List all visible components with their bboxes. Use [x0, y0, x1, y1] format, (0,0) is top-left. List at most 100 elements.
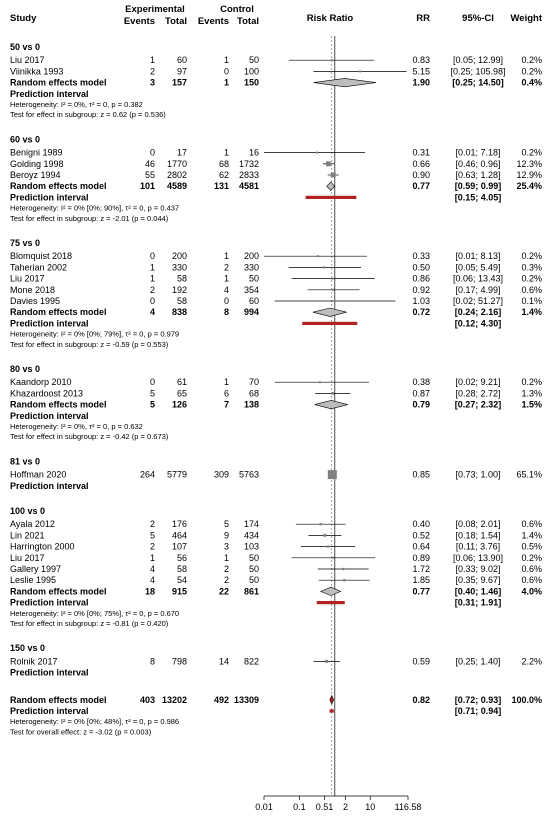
prediction-interval-ci: [0.15; 4.05] [455, 192, 502, 202]
subgroup-test-text: Test for effect in subgroup: z = -0.59 (… [10, 340, 169, 349]
study-rr: 0.87 [412, 388, 430, 398]
random-weight: 25.4% [516, 181, 542, 191]
study-point [341, 567, 345, 571]
study-label: Rolnik 2017 [10, 656, 58, 666]
study-weight: 1.4% [521, 530, 542, 540]
overall-total-exp: 13202 [162, 695, 187, 705]
study-total-ctrl: 5763 [239, 470, 259, 480]
random-events-ctrl: 131 [214, 181, 229, 191]
study-weight: 0.5% [521, 542, 542, 552]
study-rr: 1.03 [412, 296, 430, 306]
random-rr: 1.90 [412, 78, 430, 88]
study-total-exp: 798 [172, 656, 187, 666]
subgroup-test-text: Test for effect in subgroup: z = -2.01 (… [10, 214, 169, 223]
study-point [318, 381, 321, 384]
header-total-control: Total [237, 16, 259, 27]
study-total-ctrl: 103 [244, 542, 259, 552]
subgroup-title: 60 vs 0 [10, 134, 40, 144]
prediction-interval-label: Prediction interval [10, 411, 89, 421]
x-tick-label: 0.51 [316, 802, 334, 812]
study-ci: [0.35; 9.67] [455, 575, 500, 585]
study-events-exp: 0 [150, 148, 155, 158]
random-effects-diamond [313, 78, 376, 88]
study-events-exp: 1 [150, 262, 155, 272]
x-axis: 0.01 0.1 0.51 2 10 116.58 [255, 795, 421, 812]
study-rr: 0.89 [412, 553, 430, 563]
study-point [316, 255, 319, 258]
study-events-exp: 0 [150, 296, 155, 306]
study-ci: [0.25; 1.40] [455, 656, 500, 666]
random-effects-label: Random effects model [10, 400, 107, 410]
prediction-interval-bar [316, 601, 345, 605]
study-label: Golding 1998 [10, 159, 64, 169]
study-label: Viinikka 1993 [10, 66, 63, 76]
random-weight: 4.0% [521, 586, 542, 596]
study-events-exp: 55 [145, 170, 155, 180]
study-point [331, 277, 334, 280]
x-tick-label: 0.1 [293, 802, 306, 812]
overall-ci: [0.72; 0.93] [455, 695, 502, 705]
study-events-ctrl: 3 [224, 542, 229, 552]
study-total-exp: 2802 [167, 170, 187, 180]
study-rr: 0.40 [412, 519, 430, 529]
study-point [330, 172, 336, 178]
study-events-ctrl: 2 [224, 262, 229, 272]
x-tick-label: 0.01 [255, 802, 273, 812]
study-events-exp: 2 [150, 285, 155, 295]
overall-diamond [329, 694, 335, 705]
random-total-ctrl: 861 [244, 586, 259, 596]
study-point [325, 659, 329, 663]
header-events-experimental: Events [124, 16, 155, 27]
table-header: Study Experimental Control Events Total … [10, 4, 543, 27]
overall-prediction-bar [329, 709, 334, 713]
study-rr: 0.86 [412, 274, 430, 284]
study-total-exp: 5779 [167, 470, 187, 480]
subgroup-title: 75 vs 0 [10, 238, 40, 248]
study-label: Davies 1995 [10, 296, 60, 306]
study-rr: 0.33 [412, 251, 430, 261]
study-label: Leslie 1995 [10, 575, 56, 585]
study-weight: 0.2% [521, 251, 542, 261]
random-ci: [0.27; 2.32] [455, 400, 502, 410]
study-events-exp: 5 [150, 530, 155, 540]
study-weight: 0.2% [521, 66, 542, 76]
study-ci: [0.06; 13.43] [453, 274, 503, 284]
study-weight: 65.1% [516, 470, 542, 480]
prediction-interval-bar [305, 195, 357, 199]
study-ci: [0.02; 51.27] [453, 296, 503, 306]
study-point [332, 288, 335, 291]
prediction-interval-ci: [0.31; 1.91] [455, 598, 502, 608]
study-rr: 0.31 [412, 148, 430, 158]
study-events-ctrl: 68 [219, 159, 229, 169]
prediction-interval-label: Prediction interval [10, 668, 89, 678]
study-weight: 0.6% [521, 564, 542, 574]
prediction-interval-label: Prediction interval [10, 89, 89, 99]
subgroup-test-text: Test for effect in subgroup: z = -0.42 (… [10, 432, 169, 441]
study-weight: 0.2% [521, 553, 542, 563]
subgroup-title: 81 vs 0 [10, 456, 40, 466]
study-events-exp: 1 [150, 274, 155, 284]
study-label: Kaandorp 2010 [10, 377, 72, 387]
study-total-ctrl: 16 [249, 148, 259, 158]
study-total-ctrl: 1732 [239, 159, 259, 169]
study-events-exp: 2 [150, 66, 155, 76]
study-total-exp: 65 [177, 388, 187, 398]
study-events-exp: 2 [150, 542, 155, 552]
study-events-exp: 4 [150, 564, 155, 574]
overall-rr: 0.82 [412, 695, 430, 705]
study-events-exp: 264 [140, 470, 155, 480]
study-ci: [0.01; 7.18] [455, 148, 500, 158]
study-weight: 0.6% [521, 519, 542, 529]
study-rr: 0.66 [412, 159, 430, 169]
random-effects-diamond [314, 400, 348, 410]
study-point [319, 523, 322, 526]
study-events-ctrl: 9 [224, 530, 229, 540]
study-point [326, 545, 330, 548]
heterogeneity-text: Heterogeneity: I² = 0%, τ² = 0, p = 0.38… [10, 100, 143, 109]
study-label: Ayala 2012 [10, 519, 55, 529]
random-events-exp: 18 [145, 586, 155, 596]
study-point [323, 266, 326, 269]
study-ci: [0.11; 3.76] [456, 542, 500, 552]
study-total-ctrl: 2833 [239, 170, 259, 180]
overall-weight: 100.0% [511, 695, 542, 705]
